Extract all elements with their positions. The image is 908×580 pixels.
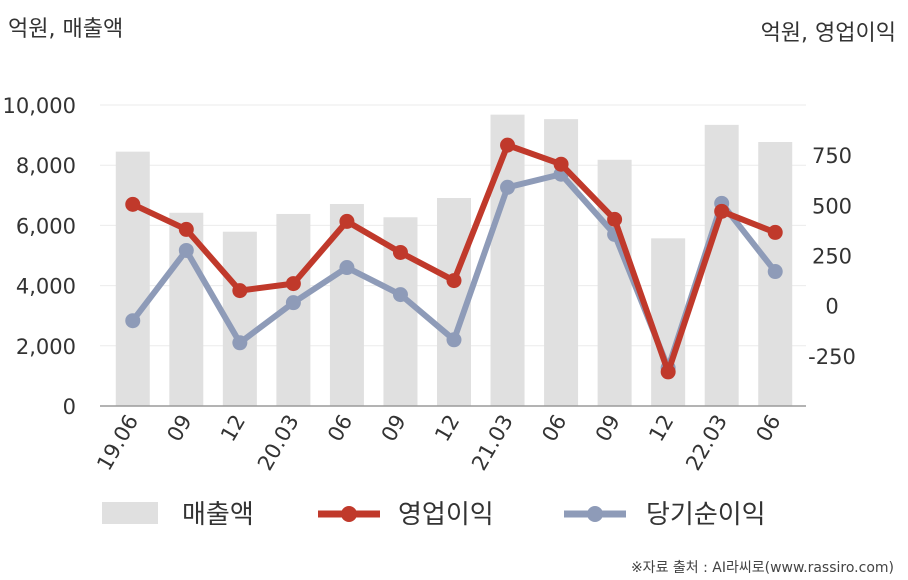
x-tick-label: 22.03: [681, 411, 732, 475]
legend-label-revenue: 매출액: [182, 500, 254, 530]
x-tick-label: 09: [591, 411, 625, 446]
right-tick-label: 500: [812, 194, 852, 218]
left-tick-label: 8,000: [16, 154, 76, 178]
net-income-point: [339, 260, 355, 276]
legend-item-operating-profit: 영업이익: [318, 500, 494, 530]
operating-profit-point: [125, 196, 141, 212]
right-y-axis-ticks: -250 0 250 500 750: [808, 144, 856, 369]
x-tick-label: 21.03: [467, 411, 518, 475]
net-income-point: [392, 287, 408, 303]
x-tick-label: 06: [751, 411, 785, 446]
net-income-point: [446, 332, 462, 348]
legend-label-net-income: 당기순이익: [646, 500, 766, 530]
net-income-point: [125, 313, 141, 329]
revenue-bar: [704, 124, 739, 406]
left-tick-label: 4,000: [16, 275, 76, 299]
legend: 매출액 영업이익 당기순이익: [102, 500, 766, 530]
revenue-bar: [490, 114, 525, 406]
operating-profit-point: [285, 276, 301, 292]
revenue-bars: [115, 114, 793, 406]
profit-lines: [125, 137, 783, 380]
x-tick-label: 06: [323, 411, 357, 446]
revenue-bar: [597, 159, 632, 406]
legend-item-net-income: 당기순이익: [564, 500, 766, 530]
operating-profit-point: [392, 244, 408, 260]
x-tick-label: 12: [644, 411, 678, 446]
x-axis-ticks: 19.06 09 12 20.03 06 09 12 21.03 06 09 12 22.03 06: [92, 411, 785, 475]
right-tick-label: -250: [808, 345, 856, 369]
operating-profit-point: [714, 203, 730, 219]
legend-marker-operating-profit: [341, 506, 357, 522]
source-note: ※자료 출처 : AI라씨로(www.rassiro.com): [631, 560, 894, 576]
revenue-bar: [115, 151, 150, 406]
right-tick-label: 250: [812, 245, 852, 269]
left-tick-label: 0: [63, 395, 76, 419]
operating-profit-point: [500, 137, 516, 153]
x-tick-label: 20.03: [253, 411, 304, 475]
right-tick-label: 0: [825, 295, 838, 319]
operating-profit-point: [232, 283, 248, 299]
net-income-point: [500, 179, 516, 195]
operating-profit-point: [767, 224, 783, 240]
legend-item-revenue: 매출액: [102, 500, 254, 530]
x-tick-label: 09: [162, 411, 196, 446]
x-tick-label: 19.06: [92, 411, 143, 475]
left-axis-unit: 억원, 매출액: [8, 17, 123, 42]
net-income-point: [285, 295, 301, 311]
operating-profit-point: [553, 156, 569, 172]
operating-profit-point: [178, 221, 194, 237]
operating-profit-point: [446, 273, 462, 289]
legend-swatch-revenue: [102, 502, 158, 524]
x-tick-label: 09: [377, 411, 411, 446]
legend-marker-net-income: [587, 506, 603, 522]
net-income-point: [178, 242, 194, 258]
x-tick-label: 12: [216, 411, 250, 446]
operating-profit-point: [339, 213, 355, 229]
net-income-point: [232, 335, 248, 351]
net-income-point: [767, 264, 783, 280]
legend-label-operating-profit: 영업이익: [398, 500, 494, 530]
left-tick-label: 10,000: [3, 94, 76, 118]
left-tick-label: 2,000: [16, 335, 76, 359]
left-y-axis-ticks: 0 2,000 4,000 6,000 8,000 10,000: [3, 94, 76, 419]
x-tick-label: 06: [537, 411, 571, 446]
operating-profit-point: [607, 211, 623, 227]
x-tick-label: 12: [430, 411, 464, 446]
right-axis-unit: 억원, 영업이익: [761, 21, 896, 46]
left-tick-label: 6,000: [16, 214, 76, 238]
right-tick-label: 750: [812, 144, 852, 168]
operating-profit-point: [660, 364, 676, 380]
